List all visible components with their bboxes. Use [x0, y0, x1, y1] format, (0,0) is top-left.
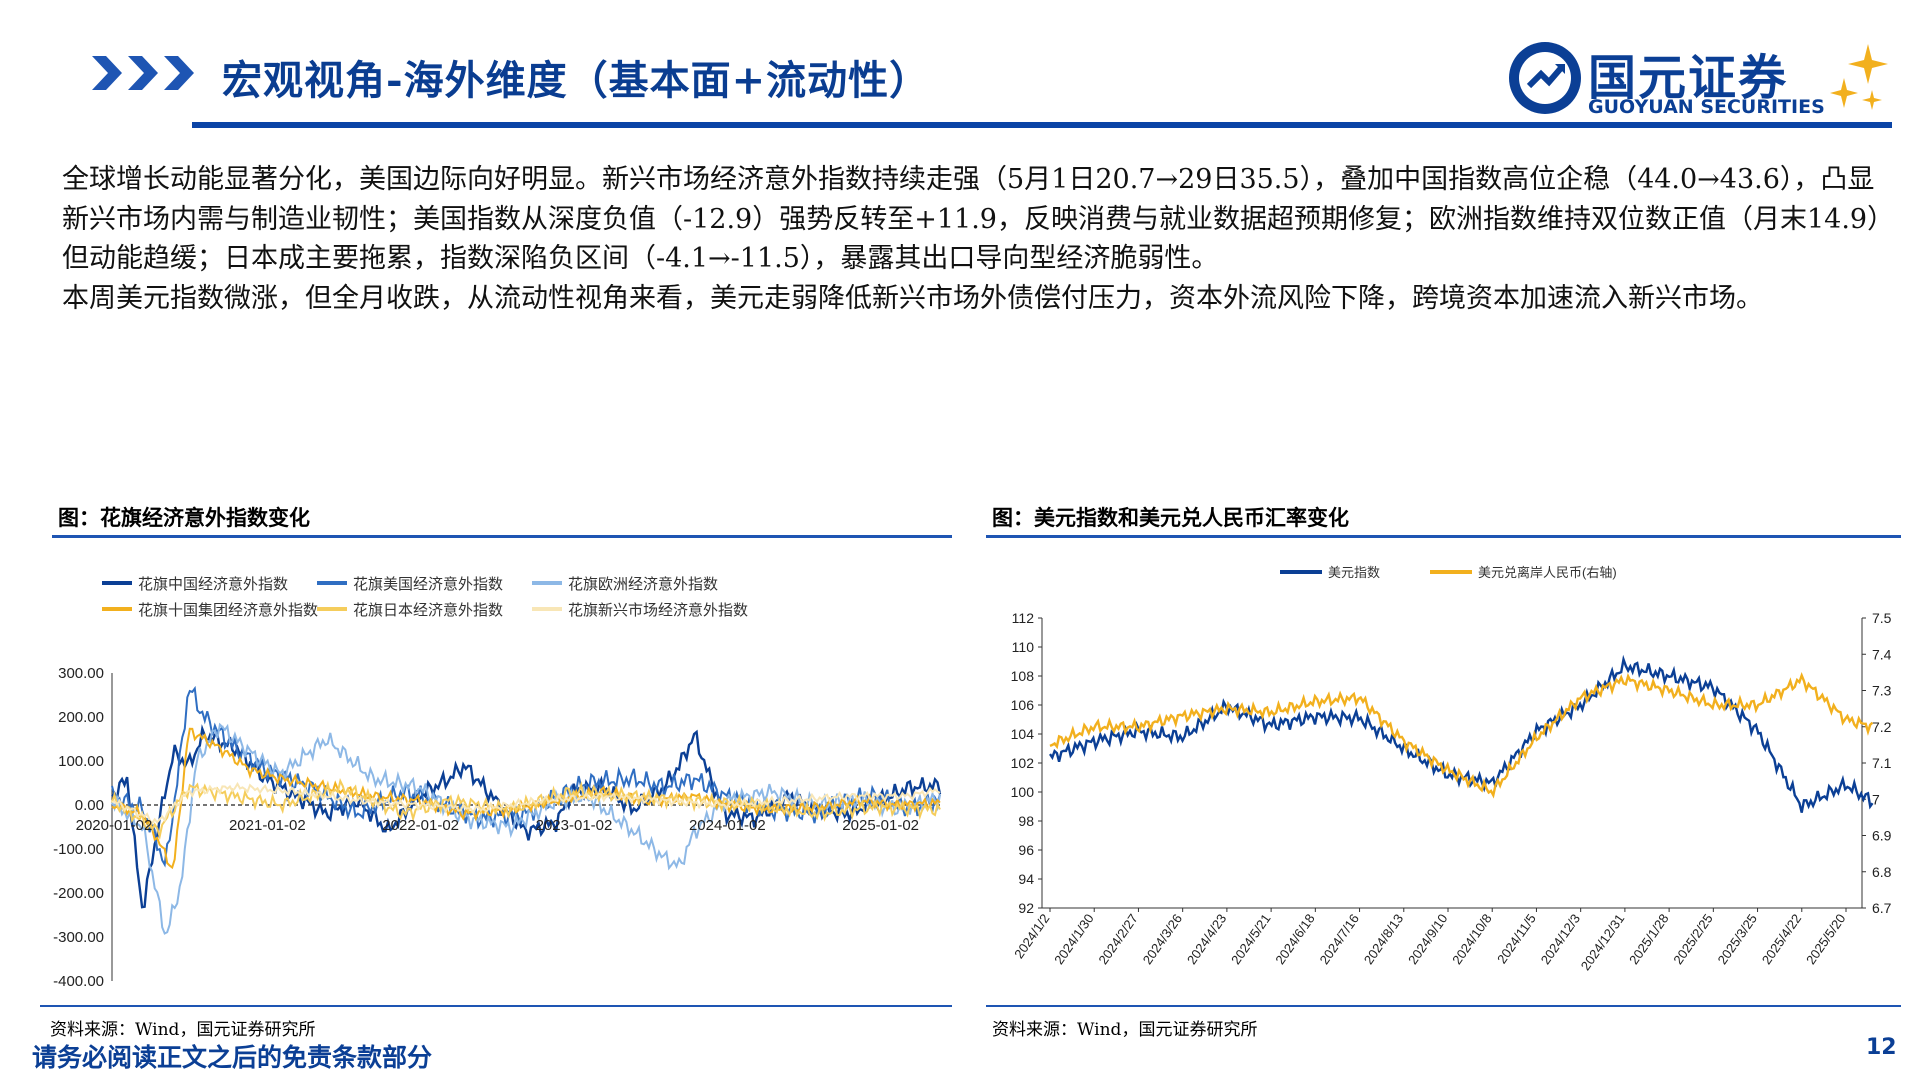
y-tick-label-right: 7.3 — [1872, 683, 1892, 699]
x-tick-label: 2024/3/26 — [1140, 911, 1185, 967]
y-tick-label-left: 96 — [1018, 842, 1034, 858]
x-tick-label: 2024/9/10 — [1405, 911, 1450, 967]
disclaimer-text: 请务必阅读正文之后的免责条款部分 — [32, 1043, 433, 1072]
x-tick-label: 2024/2/27 — [1095, 911, 1140, 967]
citi-surprise-index-chart: 花旗中国经济意外指数 花旗美国经济意外指数 花旗欧洲经济意外指数花旗十国集团经济意外… — [53, 575, 942, 990]
x-tick-label: 2025/2/25 — [1670, 911, 1715, 967]
y-tick-label-left: 108 — [1011, 668, 1035, 684]
y-tick-label-left: 106 — [1011, 697, 1035, 713]
y-tick-label-right: 6.7 — [1872, 900, 1892, 916]
x-tick-label: 2023-01-02 — [536, 817, 613, 834]
summary-paragraph-liquidity: 本周美元指数微涨，但全月收跌，从流动性视角来看，美元走弱降低新兴市场外债偿付压力… — [62, 282, 1763, 314]
left-figure-bottom-rule — [40, 1005, 952, 1007]
left-figure-source: 资料来源：Wind，国元证券研究所 — [50, 1020, 316, 1040]
right-figure-source: 资料来源：Wind，国元证券研究所 — [992, 1020, 1258, 1040]
legend-label: 美元兑离岸人民币(右轴) — [1478, 565, 1617, 580]
series-line — [1049, 671, 1874, 799]
right-figure-bottom-rule — [986, 1005, 1901, 1007]
logo-wordmark-cn: 国元证券 — [1588, 50, 1789, 106]
x-tick-label: 2024/5/21 — [1228, 911, 1273, 967]
legend-label: 美元指数 — [1328, 565, 1380, 580]
y-tick-label-right: 7.1 — [1872, 755, 1892, 771]
y-tick-label-left: 92 — [1018, 900, 1034, 916]
y-tick-label: -200.00 — [53, 885, 104, 902]
y-tick-label-left: 102 — [1011, 755, 1035, 771]
y-tick-label-left: 98 — [1018, 813, 1034, 829]
series-line — [1049, 654, 1874, 813]
x-tick-label: 2025/3/25 — [1715, 911, 1760, 967]
logo-wordmark-en: GUOYUAN SECURITIES — [1588, 96, 1825, 118]
y-tick-label: -400.00 — [53, 973, 104, 990]
y-tick-label-left: 100 — [1011, 784, 1035, 800]
y-tick-label-left: 94 — [1018, 871, 1034, 887]
y-tick-label-left: 104 — [1011, 726, 1035, 742]
series-line — [111, 685, 941, 868]
legend-label: 花旗十国集团经济意外指数 — [138, 601, 318, 619]
summary-paragraph-growth: 全球增长动能显著分化，美国边际向好明显。新兴市场经济意外指数持续走强（5月1日2… — [62, 164, 1881, 274]
summary-text: 全球增长动能显著分化，美国边际向好明显。新兴市场经济意外指数持续走强（5月1日2… — [62, 160, 1892, 318]
usd-index-cnh-chart: 美元指数 美元兑离岸人民币(右轴) 112 110 108 106 104 102 100 98 9… — [1011, 565, 1892, 973]
x-tick-label: 2024/8/13 — [1361, 911, 1406, 967]
title-divider — [192, 122, 1892, 128]
x-tick-label: 2025/4/22 — [1759, 911, 1804, 967]
x-tick-label: 2025/1/28 — [1626, 911, 1671, 967]
legend-label: 花旗日本经济意外指数 — [353, 601, 503, 619]
star-sparkle-icon — [1830, 44, 1888, 110]
legend-label: 花旗新兴市场经济意外指数 — [568, 601, 748, 619]
page-number: 12 — [1866, 1035, 1897, 1060]
x-tick-label: 2024/7/16 — [1317, 911, 1362, 967]
right-figure-top-rule — [986, 535, 1901, 538]
series-line — [111, 778, 941, 841]
x-tick-label: 2024/12/31 — [1578, 911, 1628, 973]
x-tick-label: 2020-01-02 — [76, 817, 153, 834]
legend-label: 花旗中国经济意外指数 — [138, 575, 288, 593]
y-tick-label-right: 6.9 — [1872, 828, 1892, 844]
y-tick-label: -100.00 — [53, 841, 104, 858]
left-figure-top-rule — [52, 535, 952, 538]
x-tick-label: 2024/12/3 — [1538, 911, 1583, 967]
triple-chevron-icon — [92, 56, 194, 90]
y-tick-label-left: 110 — [1012, 639, 1035, 655]
right-figure-title: 图：美元指数和美元兑人民币汇率变化 — [992, 505, 1349, 530]
y-tick-label: 300.00 — [58, 665, 104, 682]
x-tick-label: 2025/5/20 — [1803, 911, 1848, 967]
x-tick-label: 2022-01-02 — [382, 817, 459, 834]
y-tick-label-right: 7.5 — [1872, 610, 1892, 626]
x-tick-label: 2024/11/5 — [1494, 911, 1539, 966]
x-tick-label: 2021-01-02 — [229, 817, 306, 834]
y-tick-label: 200.00 — [58, 709, 104, 726]
series-line — [111, 781, 941, 826]
legend-label: 花旗美国经济意外指数 — [353, 575, 503, 593]
y-tick-label-left: 112 — [1012, 610, 1035, 626]
x-tick-label: 2024/4/23 — [1184, 911, 1229, 967]
x-tick-label: 2024/10/8 — [1449, 911, 1494, 967]
x-tick-label: 2024/1/30 — [1051, 911, 1096, 967]
y-tick-label-right: 6.8 — [1872, 864, 1892, 880]
guoyuan-logo-icon — [1509, 42, 1581, 114]
x-tick-label: 2024/6/18 — [1272, 911, 1317, 967]
page-title: 宏观视角-海外维度（基本面+流动性） — [222, 57, 931, 104]
left-figure-title: 图：花旗经济意外指数变化 — [58, 505, 310, 530]
y-tick-label-right: 7.4 — [1872, 646, 1892, 662]
x-tick-label: 2024-01-02 — [689, 817, 766, 834]
legend-label: 花旗欧洲经济意外指数 — [568, 575, 718, 593]
y-tick-label: -300.00 — [53, 929, 104, 946]
y-tick-label: 100.00 — [58, 753, 104, 770]
y-tick-label-right: 7.2 — [1872, 719, 1892, 735]
y-tick-label-right: 7 — [1872, 791, 1880, 807]
x-tick-label: 2025-01-02 — [842, 817, 919, 834]
y-tick-label: 0.00 — [75, 797, 104, 814]
x-tick-label: 2024/1/2 — [1011, 911, 1052, 961]
